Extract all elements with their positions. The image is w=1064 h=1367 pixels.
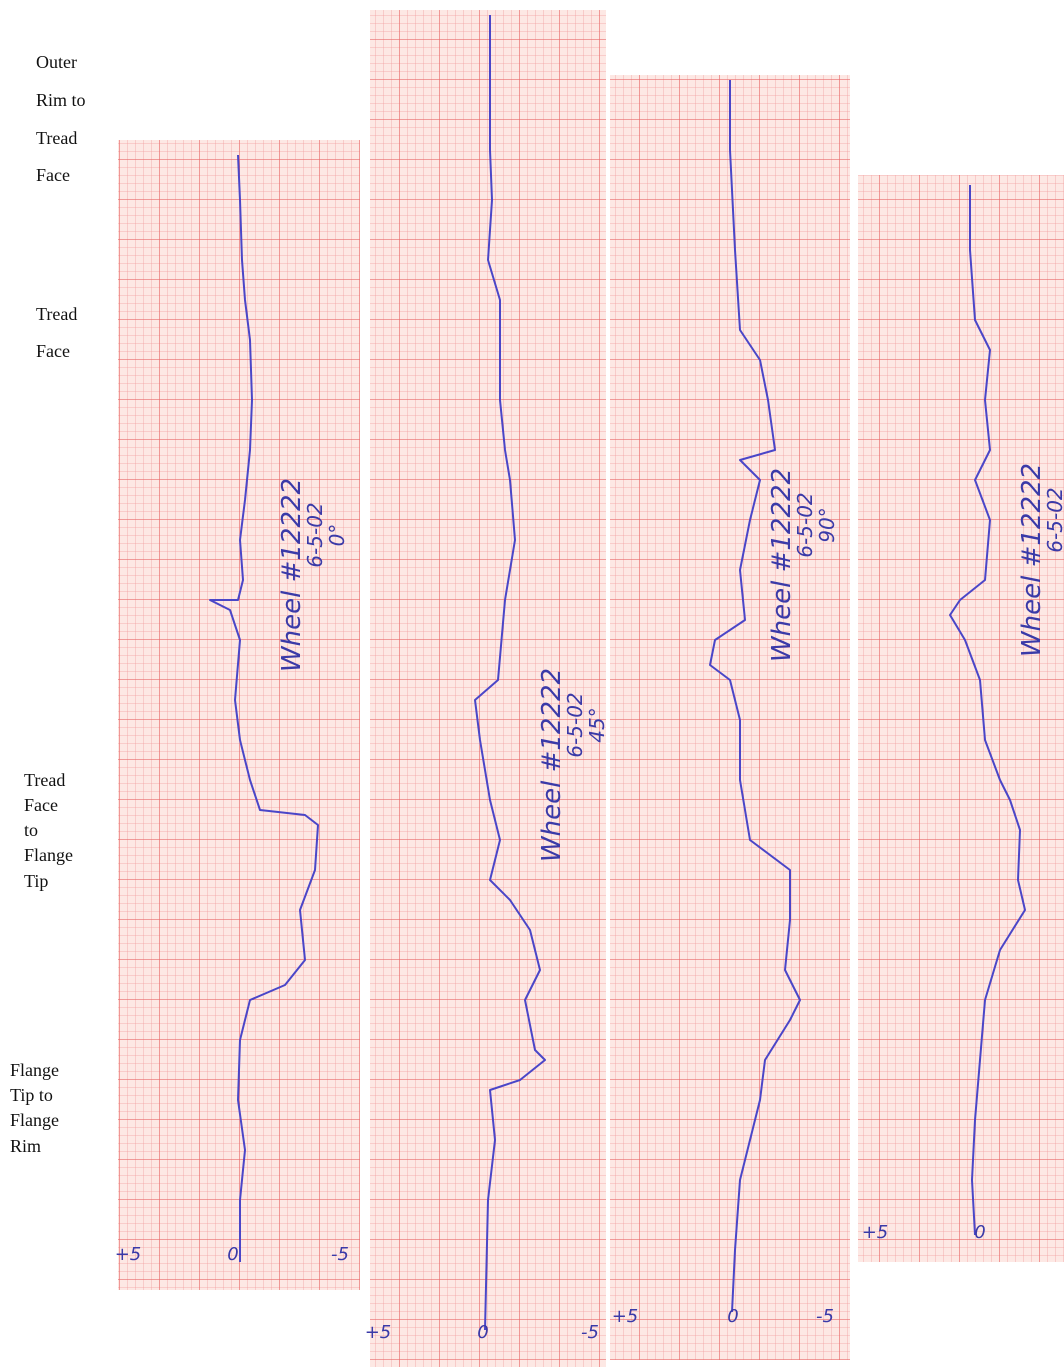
note-line: Wheel #12222 (277, 478, 307, 672)
strip-grid (118, 140, 360, 1290)
trace (209, 154, 319, 1262)
note-line: 6-5-02 (563, 692, 587, 757)
side-label: Flange (10, 1110, 59, 1130)
side-label: Tip (24, 871, 48, 891)
side-label: Face (36, 165, 70, 185)
side-label: Outer (36, 52, 77, 72)
note-line: 6-5-02 (793, 492, 817, 557)
scale-label: +5 (862, 1222, 889, 1243)
note-line: Wheel #12222 (767, 468, 797, 662)
trace (709, 80, 801, 1313)
side-label: Rim (10, 1136, 41, 1156)
side-label: Face (36, 341, 70, 361)
scale-label: 0 (727, 1306, 738, 1327)
side-label: Tread (36, 128, 77, 148)
scale-label: 0 (227, 1244, 238, 1265)
scale-label: -5 (581, 1322, 599, 1343)
side-label: Flange (24, 845, 73, 865)
side-label: Flange (10, 1060, 59, 1080)
note-line: 6-5-02 (1043, 487, 1064, 552)
note-line: Wheel #12222 (537, 668, 567, 862)
scale-label: -5 (331, 1244, 349, 1265)
note-line: 45° (585, 707, 609, 742)
side-label: Tip to (10, 1085, 53, 1105)
scale-label: +5 (612, 1306, 639, 1327)
scale-label: 0 (974, 1222, 985, 1243)
side-label: Tread (36, 304, 77, 324)
scale-label: 0 (477, 1322, 488, 1343)
scale-label: -5 (816, 1306, 834, 1327)
note-line: Wheel #12222 (1017, 463, 1047, 657)
trace (474, 15, 546, 1331)
side-label: Tread (24, 770, 65, 790)
scale-label: +5 (115, 1244, 142, 1265)
side-label: Rim to (36, 90, 86, 110)
note-line: 90° (815, 507, 839, 542)
strip-grid (610, 75, 850, 1360)
side-label: to (24, 820, 38, 840)
side-label: Face (24, 795, 58, 815)
note-line: 0° (325, 524, 349, 547)
trace (949, 185, 1026, 1236)
note-line: 6-5-02 (303, 502, 327, 567)
scale-label: +5 (365, 1322, 392, 1343)
strip-grid (858, 175, 1064, 1262)
